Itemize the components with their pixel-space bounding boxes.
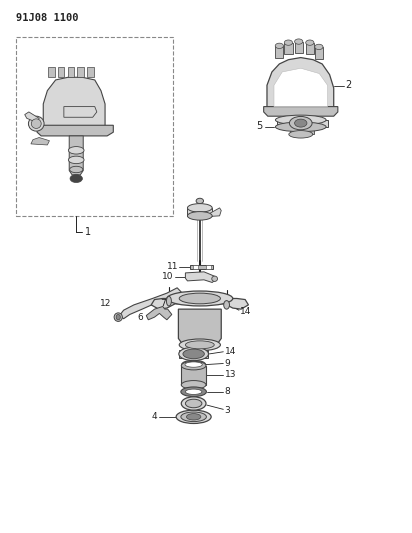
Polygon shape (69, 136, 83, 175)
Ellipse shape (186, 414, 201, 420)
Polygon shape (275, 46, 283, 58)
Text: 14: 14 (240, 307, 252, 316)
Ellipse shape (181, 381, 206, 389)
Ellipse shape (179, 348, 208, 360)
Ellipse shape (114, 313, 122, 321)
Ellipse shape (212, 276, 218, 281)
Polygon shape (277, 120, 328, 127)
Polygon shape (31, 138, 49, 145)
Polygon shape (178, 309, 221, 345)
Ellipse shape (284, 40, 293, 45)
Ellipse shape (68, 147, 84, 154)
Polygon shape (267, 58, 334, 108)
Ellipse shape (28, 116, 44, 131)
Ellipse shape (176, 410, 211, 423)
Polygon shape (77, 67, 84, 77)
Polygon shape (306, 43, 314, 54)
Text: 5: 5 (257, 121, 263, 131)
Ellipse shape (315, 44, 323, 50)
Polygon shape (185, 272, 215, 282)
Text: 4: 4 (152, 412, 157, 421)
Text: 10: 10 (162, 272, 174, 281)
Polygon shape (43, 77, 105, 131)
Ellipse shape (179, 339, 220, 351)
Ellipse shape (275, 43, 283, 49)
Text: 8: 8 (225, 387, 230, 395)
Ellipse shape (116, 314, 120, 320)
Ellipse shape (68, 156, 84, 164)
Ellipse shape (187, 212, 212, 220)
Ellipse shape (179, 293, 220, 304)
Text: 2: 2 (345, 80, 351, 90)
Polygon shape (48, 67, 55, 77)
Ellipse shape (295, 119, 307, 127)
Ellipse shape (181, 387, 206, 397)
Bar (16, 37, 173, 216)
Text: 12: 12 (100, 300, 111, 308)
Ellipse shape (196, 198, 204, 204)
Text: 3: 3 (225, 406, 230, 415)
Polygon shape (210, 208, 221, 216)
Ellipse shape (181, 412, 206, 422)
Polygon shape (181, 366, 206, 385)
Ellipse shape (224, 301, 229, 309)
Ellipse shape (185, 389, 202, 394)
Ellipse shape (187, 204, 212, 212)
Ellipse shape (185, 362, 202, 367)
Bar (193, 265, 198, 269)
Text: 11: 11 (166, 262, 178, 271)
Ellipse shape (182, 360, 206, 369)
Polygon shape (37, 125, 113, 136)
Ellipse shape (185, 341, 214, 349)
Text: 13: 13 (225, 370, 236, 379)
Ellipse shape (289, 116, 312, 130)
Polygon shape (295, 42, 303, 53)
Polygon shape (151, 298, 248, 309)
Polygon shape (264, 107, 338, 116)
Polygon shape (146, 306, 172, 320)
Ellipse shape (295, 39, 303, 44)
Ellipse shape (181, 397, 206, 410)
Polygon shape (190, 265, 213, 269)
Text: 6: 6 (137, 313, 143, 322)
Ellipse shape (70, 175, 82, 182)
Polygon shape (187, 208, 212, 216)
Polygon shape (64, 107, 97, 117)
Ellipse shape (166, 296, 171, 306)
Text: 91J08 1100: 91J08 1100 (16, 13, 79, 23)
Ellipse shape (275, 115, 326, 125)
Polygon shape (68, 67, 74, 77)
Ellipse shape (183, 349, 204, 359)
Ellipse shape (167, 291, 233, 306)
Polygon shape (179, 350, 208, 358)
Text: 14: 14 (225, 348, 236, 356)
Ellipse shape (185, 399, 202, 408)
Text: 9: 9 (225, 359, 230, 368)
Polygon shape (274, 68, 328, 107)
Ellipse shape (31, 119, 41, 128)
Polygon shape (58, 67, 64, 77)
Polygon shape (25, 112, 39, 123)
Text: 1: 1 (84, 227, 91, 237)
Ellipse shape (181, 361, 206, 370)
Ellipse shape (275, 122, 326, 132)
Ellipse shape (289, 131, 313, 138)
Polygon shape (119, 288, 181, 319)
Ellipse shape (306, 40, 314, 45)
Polygon shape (284, 43, 293, 54)
Ellipse shape (70, 166, 83, 173)
Polygon shape (315, 47, 323, 59)
Text: 7: 7 (160, 300, 166, 308)
Bar (206, 265, 211, 269)
Polygon shape (87, 67, 94, 77)
Polygon shape (290, 127, 314, 134)
